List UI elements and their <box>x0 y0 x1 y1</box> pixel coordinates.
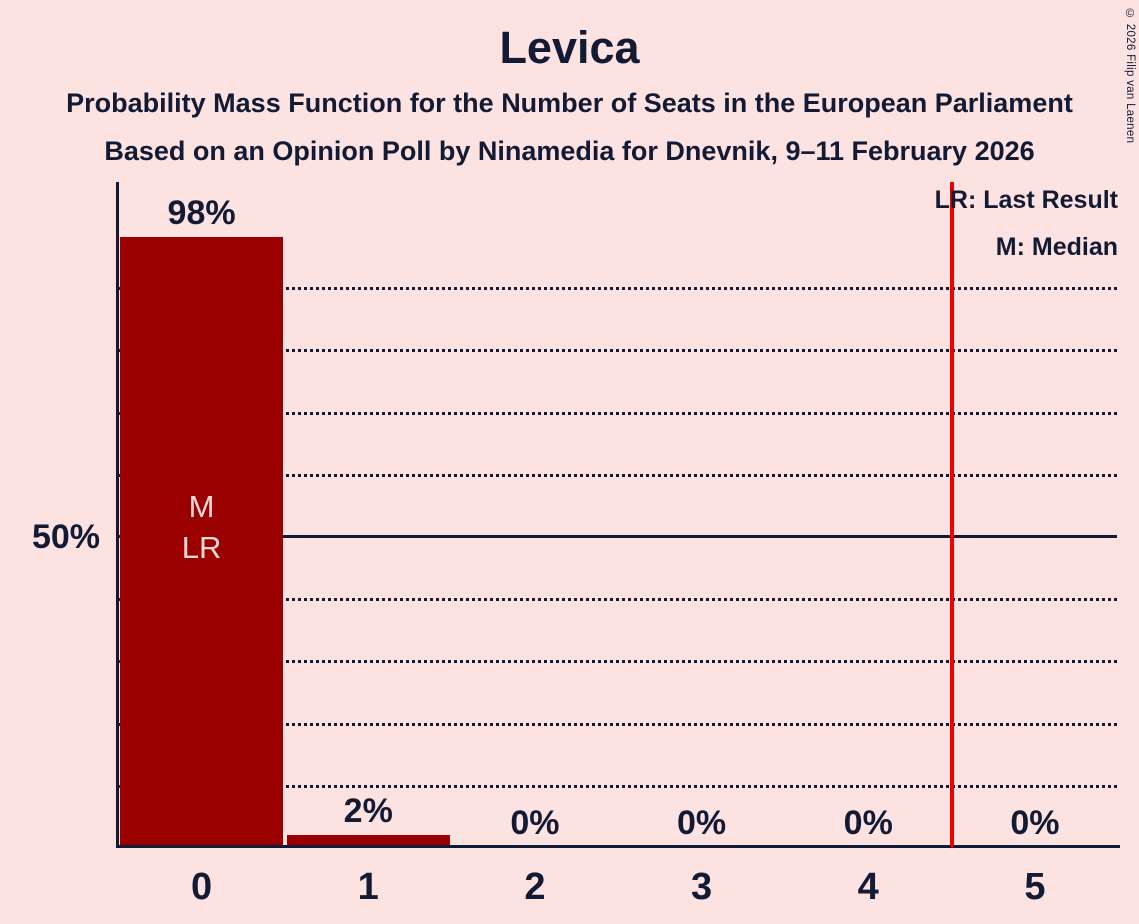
median-last-result-annotation: M LR <box>122 486 282 568</box>
x-tick-label-2: 2 <box>524 866 546 908</box>
bar-value-label-5: 0% <box>1010 804 1060 842</box>
legend-last-result: LR: Last Result <box>934 186 1118 214</box>
gridline-40pct <box>118 598 1117 602</box>
copyright-note: © 2026 Filip van Laenen <box>1124 8 1136 144</box>
last-result-threshold-line <box>950 182 955 847</box>
x-axis <box>116 845 1120 848</box>
x-tick-label-5: 5 <box>1024 866 1046 908</box>
chart-subtitle-line2: Based on an Opinion Poll by Ninamedia fo… <box>104 136 1035 166</box>
bar-value-label-1: 2% <box>343 791 393 830</box>
x-tick-label-4: 4 <box>857 866 879 908</box>
bar-value-label-0: 98% <box>167 194 236 233</box>
x-tick-label-3: 3 <box>691 866 713 908</box>
y-axis-50pct-label: 50% <box>31 518 100 556</box>
chart-subtitle-line1: Probability Mass Function for the Number… <box>66 88 1073 118</box>
legend-median: M: Median <box>995 233 1118 261</box>
bar-value-label-3: 0% <box>677 804 727 842</box>
gridline-90pct <box>118 287 1117 291</box>
bar-seats-0 <box>120 237 284 847</box>
bar-seats-1 <box>286 834 450 847</box>
gridline-70pct <box>118 411 1117 415</box>
x-tick-label-1: 1 <box>357 866 379 908</box>
bar-value-label-4: 0% <box>843 804 893 842</box>
x-tick-label-0: 0 <box>191 866 213 908</box>
bar-value-label-2: 0% <box>510 804 560 842</box>
gridline-60pct <box>118 473 1117 477</box>
gridline-80pct <box>118 349 1117 353</box>
chart-title: Levica <box>499 22 640 73</box>
y-axis <box>116 182 119 848</box>
gridline-30pct <box>118 660 1117 664</box>
gridline-20pct <box>118 722 1117 726</box>
gridline-10pct <box>118 784 1117 788</box>
bar-annotation-line: LR <box>181 530 222 565</box>
bar-annotation-line: M <box>188 489 215 524</box>
gridline-50pct-solid <box>118 535 1117 538</box>
